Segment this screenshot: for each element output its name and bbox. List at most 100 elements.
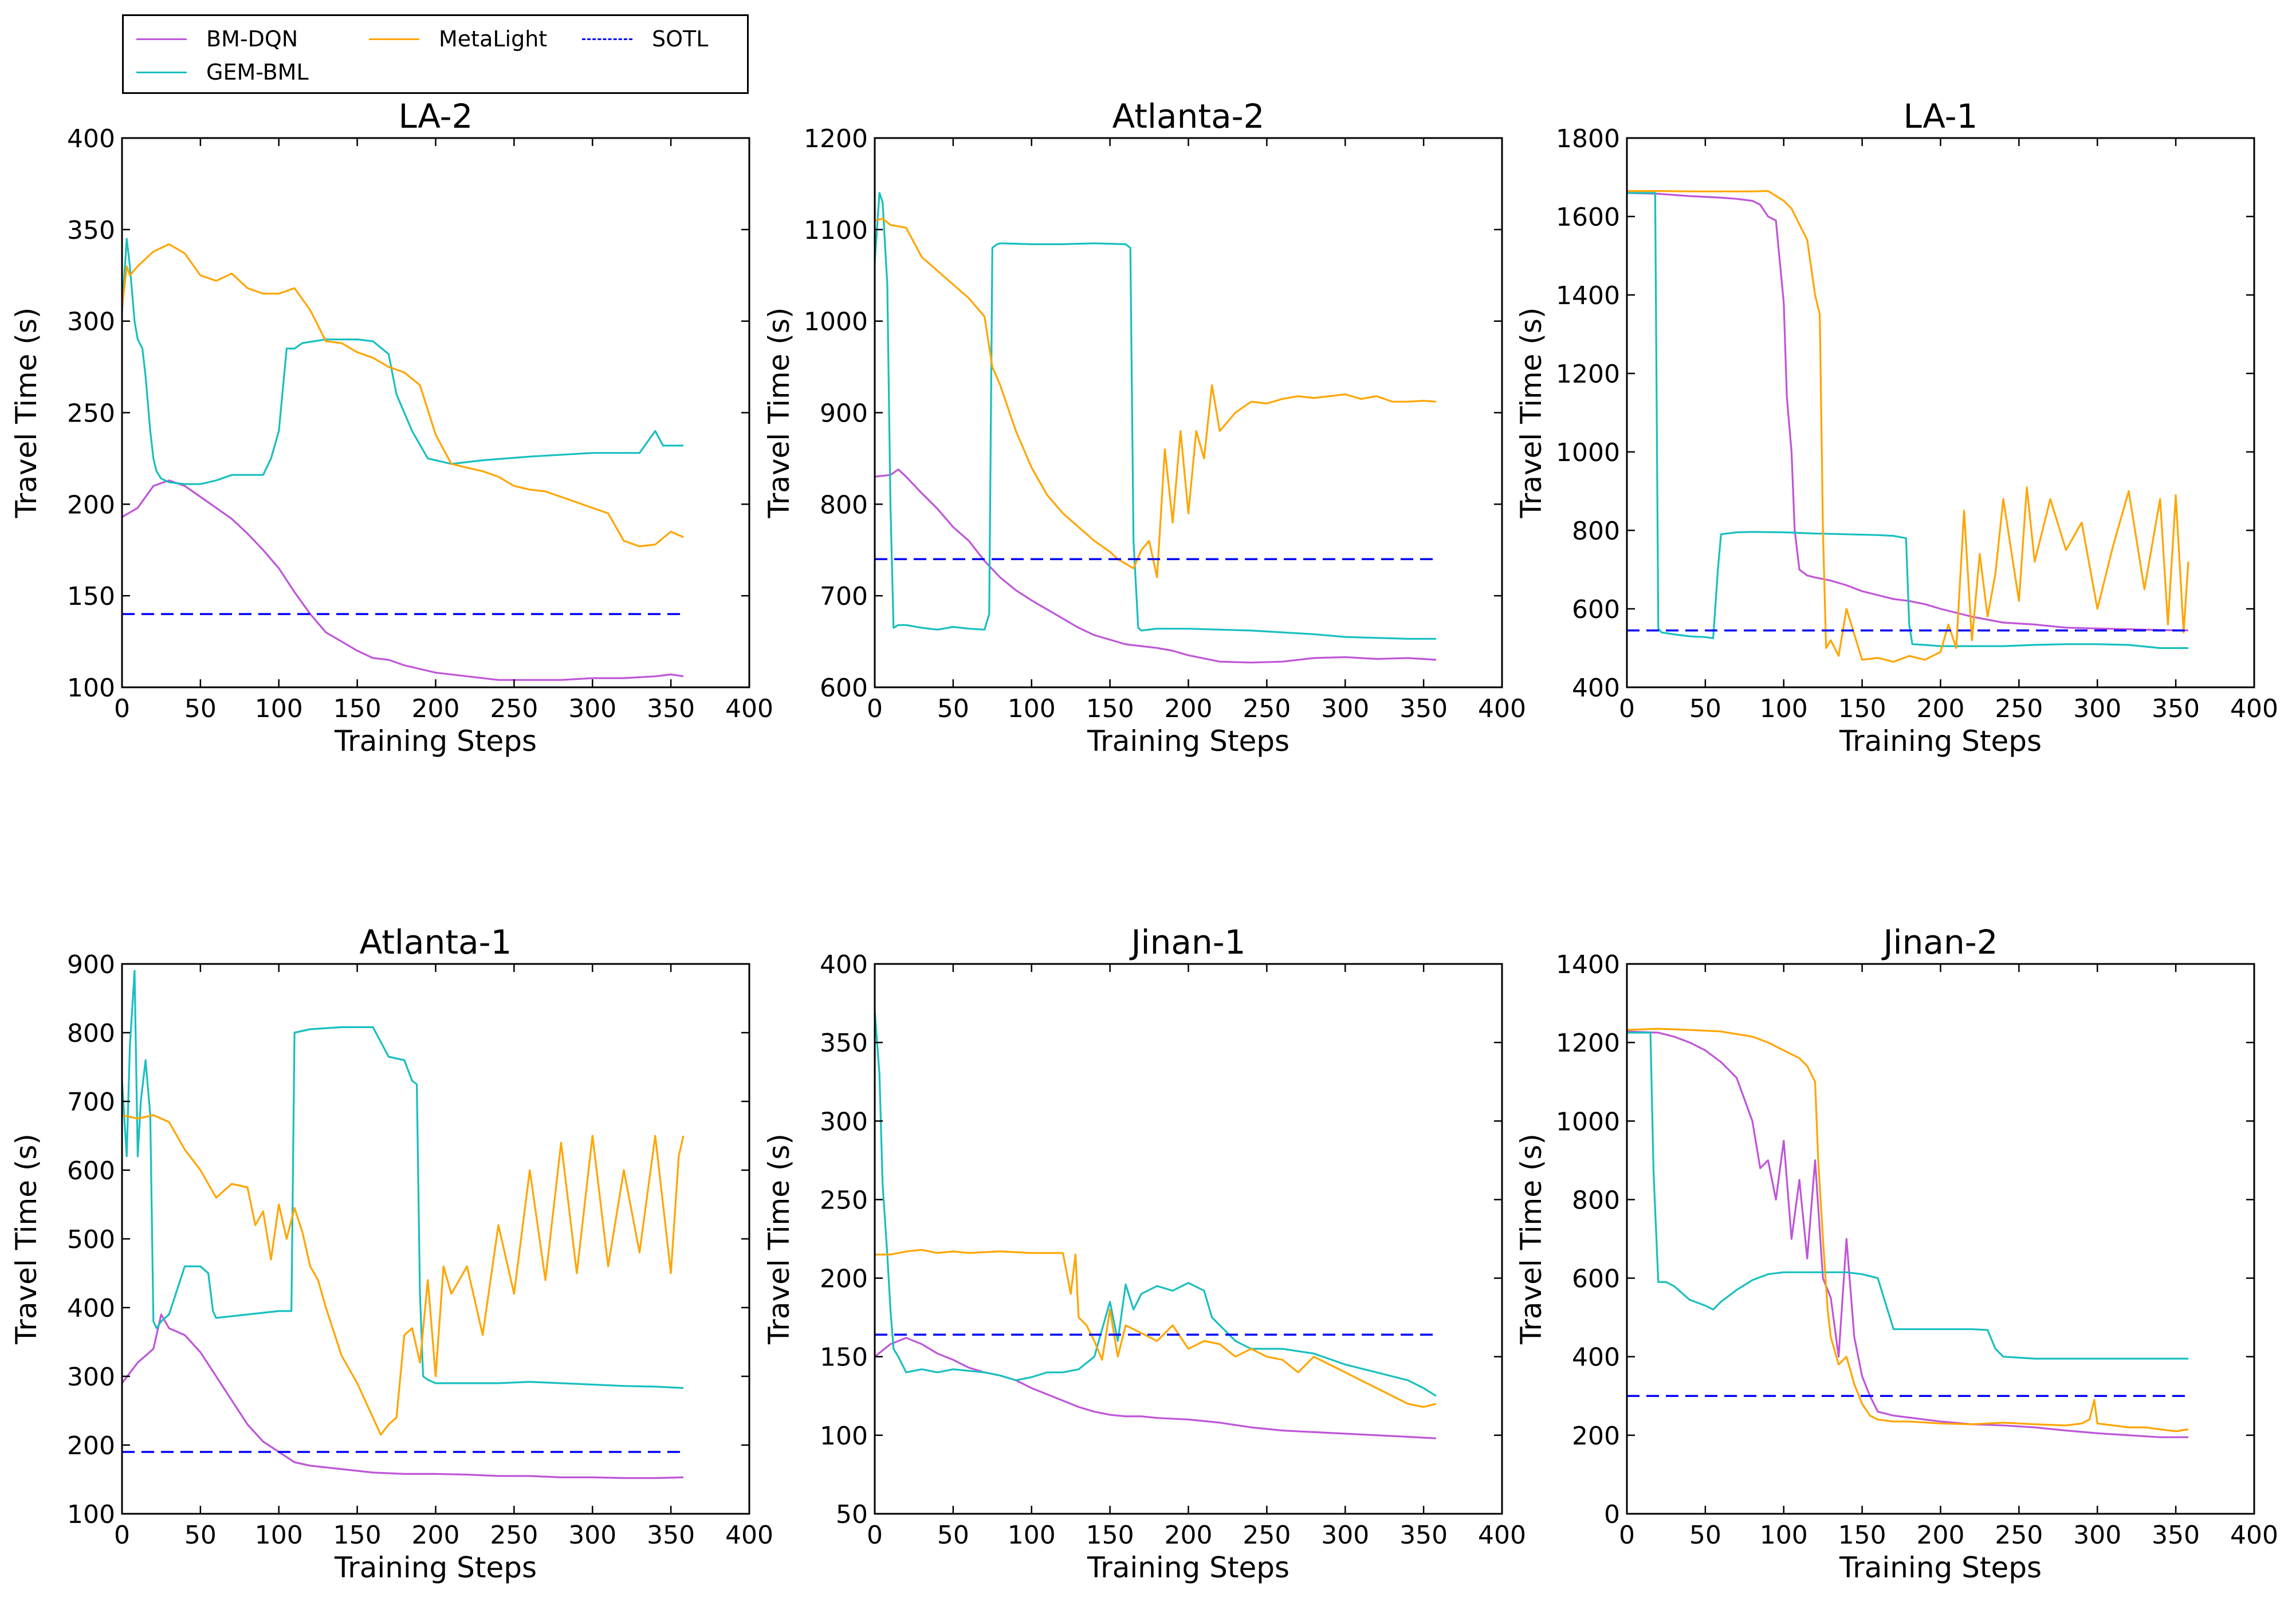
y-tick-label: 400 <box>1572 1343 1620 1372</box>
y-axis-label: Travel Time (s) <box>1515 1133 1548 1345</box>
x-tick-label: 400 <box>2230 1521 2278 1550</box>
series-line-metalight <box>122 243 684 548</box>
x-tick-label: 400 <box>1478 1521 1526 1550</box>
x-tick-label: 400 <box>725 1521 773 1550</box>
x-axis-label: Training Steps <box>1839 725 2042 758</box>
x-tick-label: 250 <box>1995 694 2043 723</box>
series-line-metalight <box>875 218 1437 578</box>
legend-item-gem-bml: GEM-BML <box>136 60 309 85</box>
axes-frame <box>874 963 1503 1515</box>
x-tick-label: 200 <box>412 694 460 723</box>
axes-frame <box>874 137 1503 688</box>
y-tick-label: 600 <box>67 1156 115 1186</box>
chart-panel-atlanta-1: 0 50 100 150 200 250 300 350 400 100 200 300 400 500 6… <box>10 923 773 1584</box>
x-tick-label: 250 <box>1243 1521 1291 1550</box>
x-tick-label: 350 <box>1399 1521 1448 1550</box>
y-tick-label: 800 <box>67 1019 115 1048</box>
y-tick-label: 300 <box>67 1363 115 1392</box>
y-tick-label: 400 <box>820 950 868 979</box>
x-tick-label: 0 <box>1619 1521 1635 1550</box>
x-tick-label: 300 <box>568 694 616 723</box>
y-tick-label: 600 <box>1572 595 1620 624</box>
y-tick-label: 400 <box>1572 674 1620 703</box>
x-tick-label: 150 <box>1838 694 1886 723</box>
x-tick-label: 50 <box>184 694 217 723</box>
y-tick-label: 350 <box>820 1029 868 1058</box>
x-tick-label: 50 <box>937 1521 969 1550</box>
axes-frame <box>1626 963 2255 1515</box>
y-tick-label: 800 <box>1572 517 1620 546</box>
x-tick-label: 250 <box>490 694 538 723</box>
y-tick-label: 300 <box>820 1107 868 1136</box>
y-tick-label: 100 <box>67 1500 115 1529</box>
legend-item-bm-dqn: BM-DQN <box>136 26 298 52</box>
y-tick-label: 1400 <box>1556 281 1620 310</box>
chart-panel-la-1: 0 50 100 150 200 250 300 350 400 400 600 800 1000 120… <box>1515 97 2278 758</box>
chart-panel-jinan-1: 0 50 100 150 200 250 300 350 4005010015020025030… <box>762 923 1526 1584</box>
y-tick-label: 1100 <box>804 216 868 245</box>
x-tick-label: 150 <box>333 694 382 723</box>
series-line-metalight <box>1627 190 2189 663</box>
x-axis-label: Training Steps <box>1087 1551 1289 1584</box>
y-tick-label: 1200 <box>1556 1029 1620 1058</box>
x-tick-label: 400 <box>725 694 773 723</box>
y-tick-label: 800 <box>1572 1186 1620 1215</box>
legend-label: SOTL <box>652 26 709 52</box>
y-axis-label: Travel Time (s) <box>762 308 796 519</box>
x-tick-label: 0 <box>867 694 883 723</box>
legend-swatch-gem-bml <box>136 71 187 73</box>
x-axis-label: Training Steps <box>1087 725 1289 758</box>
legend-label: MetaLight <box>439 26 548 52</box>
y-tick-label: 0 <box>1604 1500 1620 1529</box>
y-tick-label: 1000 <box>1556 438 1620 467</box>
x-tick-label: 100 <box>1760 1521 1808 1550</box>
series-line-gem-bml <box>1627 1032 2188 1360</box>
y-axis-label: Travel Time (s) <box>1515 308 1548 519</box>
y-tick-label: 1400 <box>1556 950 1620 979</box>
x-tick-label: 300 <box>2073 694 2121 723</box>
series-line-metalight <box>122 1114 685 1436</box>
x-axis-label: Training Steps <box>334 1551 537 1584</box>
y-axis-label: Travel Time (s) <box>762 1133 796 1345</box>
y-tick-label: 1200 <box>804 124 868 153</box>
legend-item-metalight: MetaLight <box>369 26 548 52</box>
chart-panel-la-2: 0 50 100 150 200 250 300 350 400 100 150 200 250 300 3… <box>10 97 773 758</box>
y-tick-label: 400 <box>67 1294 115 1323</box>
x-tick-label: 200 <box>1917 1521 1965 1550</box>
chart-panel-jinan-2: 0 50 100 150 200 250 300 350 400 0 200 400 600 800 100… <box>1515 923 2278 1584</box>
x-tick-label: 300 <box>1321 1521 1369 1550</box>
chart-title: Jinan-1 <box>1129 923 1245 962</box>
x-tick-label: 300 <box>1321 694 1369 723</box>
y-tick-label: 800 <box>820 490 868 519</box>
x-tick-label: 100 <box>255 1521 303 1550</box>
x-tick-label: 0 <box>867 1521 883 1550</box>
x-tick-label: 350 <box>1399 694 1448 723</box>
legend-item-sotl: SOTL <box>582 26 709 52</box>
x-tick-label: 350 <box>647 1521 695 1550</box>
x-tick-label: 100 <box>1008 694 1056 723</box>
chart-title: LA-2 <box>399 97 473 136</box>
chart-title: LA-1 <box>1904 97 1978 136</box>
series-line-bm-dqn <box>122 479 684 681</box>
y-tick-label: 200 <box>67 490 115 519</box>
y-tick-label: 400 <box>67 124 115 153</box>
series-line-gem-bml <box>875 1011 1437 1397</box>
series-line-bm-dqn <box>1627 1030 2188 1438</box>
x-tick-label: 150 <box>1086 1521 1134 1550</box>
y-tick-label: 350 <box>67 216 115 245</box>
x-tick-label: 150 <box>333 1521 382 1550</box>
x-tick-label: 300 <box>568 1521 616 1550</box>
x-tick-label: 250 <box>1995 1521 2043 1550</box>
series-line-gem-bml <box>122 238 683 485</box>
legend-label: BM-DQN <box>206 26 298 52</box>
x-tick-label: 0 <box>114 1521 130 1550</box>
x-tick-label: 350 <box>2152 1521 2200 1550</box>
x-tick-label: 200 <box>1165 1521 1213 1550</box>
y-tick-label: 500 <box>67 1225 115 1254</box>
y-tick-label: 600 <box>820 674 868 703</box>
legend: BM-DQN GEM-BML MetaLight SOTL <box>122 14 749 94</box>
series-line-gem-bml <box>875 192 1436 640</box>
series-line-metalight <box>875 1249 1437 1408</box>
x-tick-label: 150 <box>1086 694 1134 723</box>
